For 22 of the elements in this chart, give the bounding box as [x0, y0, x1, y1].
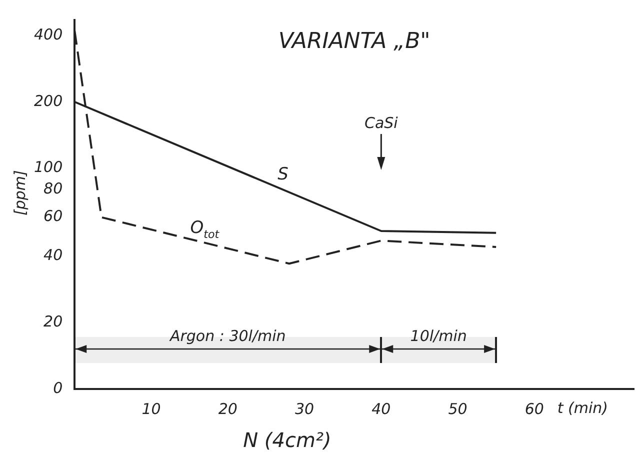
- x-axis-title: t (min): [557, 399, 608, 417]
- y-tick-label: 100: [34, 158, 63, 176]
- y-axis-title: [ppm]: [11, 170, 29, 216]
- x-tick-label: 20: [218, 400, 238, 418]
- text: VARIANTA „B": [278, 29, 430, 54]
- x-tick-label: 40: [372, 400, 391, 418]
- x-tick-label: 10: [142, 400, 161, 418]
- x-tick-label: 30: [294, 400, 314, 418]
- y-tick-label: 40: [44, 246, 63, 264]
- band-label: 10l/min: [410, 327, 467, 345]
- x-tick-label: 50: [448, 400, 468, 418]
- annotation: CaSi: [364, 114, 399, 132]
- band-label: Argon : 30l/min: [168, 327, 286, 345]
- series-label: S: [278, 164, 289, 185]
- y-tick-label: 20: [44, 312, 63, 330]
- y-tick-label: 400: [34, 25, 63, 44]
- y-tick-label: 80: [44, 180, 63, 198]
- y-tick-label: 200: [34, 92, 63, 110]
- y-tick-label: 60: [44, 207, 63, 226]
- y-tick-label: 0: [53, 378, 63, 397]
- text: N (4cm²): [243, 428, 332, 452]
- x-tick-label: 60: [524, 400, 544, 418]
